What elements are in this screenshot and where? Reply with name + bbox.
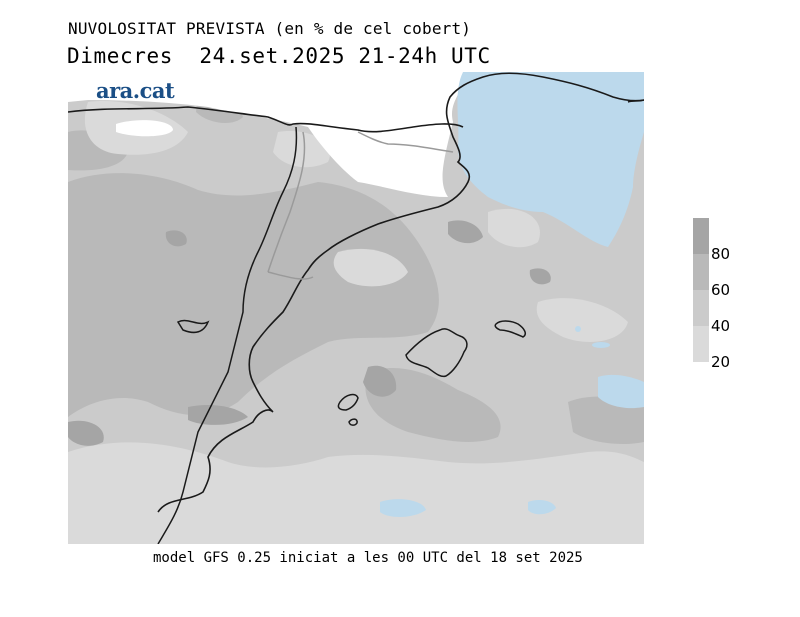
legend-swatch [693, 218, 709, 254]
ara-cat-logo: ara.cat [96, 78, 175, 103]
cover-zone [68, 420, 104, 446]
cover-zone [488, 208, 540, 248]
cover-zone [536, 298, 628, 342]
map-title: NUVOLOSITAT PREVISTA (en % de cel cobert… [68, 19, 472, 38]
cover-zone [363, 365, 397, 397]
color-legend [693, 218, 709, 362]
region-border [357, 131, 454, 153]
island-mallorca [405, 328, 468, 378]
model-info: model GFS 0.25 iniciat a les 00 UTC del … [153, 550, 583, 566]
island-formentera [348, 418, 358, 426]
cover-zone [365, 368, 501, 442]
legend-label: 20 [711, 353, 731, 371]
coastline [157, 72, 644, 513]
cover-zone [68, 173, 439, 417]
clear-sky-zone [116, 120, 173, 137]
no-cloud-zone [528, 500, 556, 515]
clear-sky-zone [68, 72, 468, 197]
region-border [267, 271, 314, 280]
legend-swatch [693, 326, 709, 362]
legend-swatch [693, 254, 709, 290]
cover-zone [273, 131, 330, 168]
coastline [627, 99, 644, 103]
legend-label: 80 [711, 245, 731, 263]
cloud-cover-map [68, 72, 644, 544]
cover-zone [333, 248, 408, 287]
legend-label: 40 [711, 317, 731, 335]
country-border [68, 106, 464, 133]
cover-zone [448, 220, 483, 244]
region-border [267, 131, 306, 273]
cover-zone [529, 268, 551, 285]
island-ibiza [337, 393, 359, 411]
no-cloud-zone [598, 374, 644, 409]
legend-label: 60 [711, 281, 731, 299]
no-cloud-zone [457, 72, 644, 247]
cover-zone [68, 442, 644, 544]
region-border [176, 319, 210, 334]
legend-swatch [693, 290, 709, 326]
cover-zone [568, 396, 644, 444]
cover-zone [188, 405, 248, 425]
island-menorca [494, 320, 526, 338]
forecast-datetime: Dimecres 24.set.2025 21-24h UTC [67, 44, 491, 68]
region-border [157, 126, 298, 544]
no-cloud-zone [380, 499, 426, 518]
cover-zone [165, 230, 187, 247]
